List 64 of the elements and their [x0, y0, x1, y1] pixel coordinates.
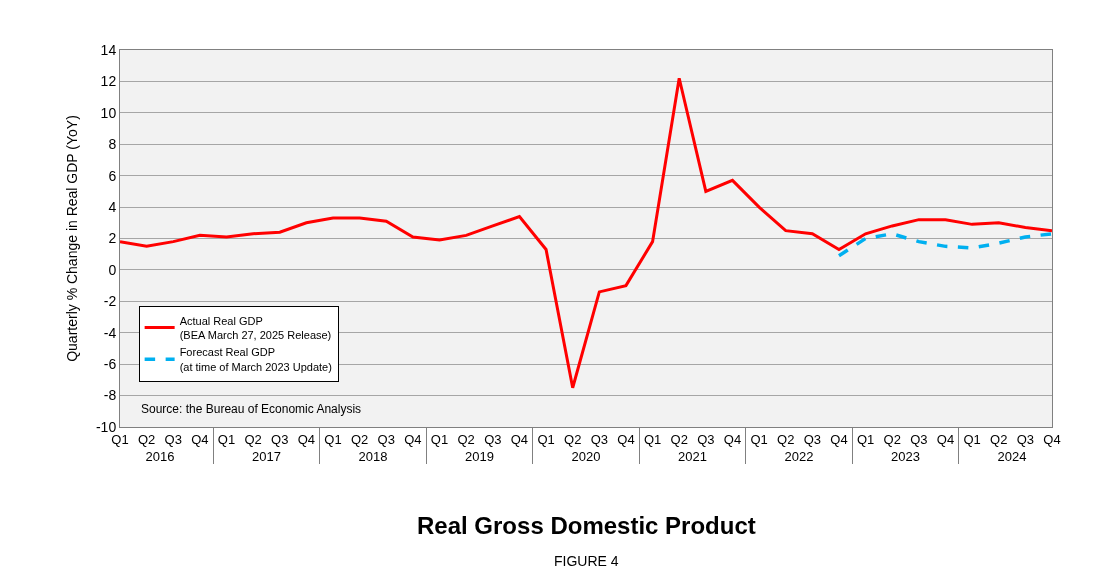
y-tick-label: 14 [100, 41, 117, 58]
x-tick-label: Q4 [191, 431, 209, 447]
line-series [120, 76, 1052, 390]
x-tick-label: Q2 [670, 431, 688, 447]
x-tick-label: Q1 [217, 431, 236, 447]
x-tick-label: Q2 [883, 431, 901, 447]
line-series [837, 232, 1052, 258]
text: Real Gross Domestic Product [417, 512, 756, 539]
legend-label: Forecast Real GDP (at time of March 2023 Update) [179, 346, 332, 373]
x-tick-label: Q2 [244, 431, 262, 447]
text: 2022 [784, 448, 814, 464]
y-tick-label: -8 [103, 387, 117, 404]
x-tick-label: Q4 [617, 431, 635, 447]
x-tick-label: Q3 [590, 431, 608, 447]
x-tick-label: Q4 [404, 431, 422, 447]
x-tick-label: Q1 [324, 431, 342, 447]
x-tick-label: Q2 [457, 431, 475, 447]
y-tick-label: 6 [108, 167, 117, 184]
x-tick-label: Q4 [510, 431, 529, 447]
x-tick-label: Q4 [830, 431, 848, 447]
x-tick-label: Q2 [564, 431, 582, 447]
x-tick-label: Q4 [1043, 431, 1061, 447]
x-tick-label: Q3 [484, 431, 502, 447]
x-tick-label: Q1 [750, 431, 768, 447]
x-tick-label: Q4 [723, 431, 742, 447]
x-tick-label: Q3 [377, 431, 395, 447]
y-tick-label: 10 [100, 104, 117, 121]
x-tick-label: Q3 [697, 431, 715, 447]
x-tick-label: Q3 [910, 431, 928, 447]
y-tick-label: -2 [103, 293, 117, 310]
x-tick-label: Q3 [1016, 431, 1035, 447]
legend-label: Actual Real GDP (BEA March 27, 2025 Release) [179, 314, 332, 341]
x-tick-label: Q2 [777, 431, 795, 447]
y-tick-label: 8 [108, 136, 117, 153]
text: 2016 [145, 448, 175, 464]
y-tick-label: 4 [108, 198, 117, 215]
text: 2023 [891, 448, 920, 464]
x-tick-label: Q2 [137, 431, 156, 447]
y-tick-label: -6 [103, 356, 117, 373]
y-tick-label: 2 [108, 230, 117, 247]
y-axis-title: Quarterly % Change in Real GDP (YoY) [63, 115, 80, 362]
text: 2019 [465, 448, 494, 464]
x-tick-label: Q1 [963, 431, 981, 447]
x-tick-label: Q3 [164, 431, 182, 447]
x-tick-label: Q2 [990, 431, 1008, 447]
text: FIGURE 4 [554, 553, 619, 569]
text: 2020 [571, 448, 601, 464]
x-tick-label: Q1 [856, 431, 875, 447]
y-tick-label: -4 [103, 324, 117, 341]
text: 2018 [358, 448, 388, 464]
x-tick-label: Q1 [643, 431, 662, 447]
text: 2021 [678, 448, 707, 464]
x-tick-label: Q1 [430, 431, 449, 447]
x-tick-label: Q2 [350, 431, 369, 447]
x-tick-label: Q3 [803, 431, 822, 447]
text: 2017 [252, 448, 281, 464]
text: 2024 [997, 448, 1027, 464]
x-tick-label: Q4 [297, 431, 316, 447]
x-tick-label: Q3 [271, 431, 289, 447]
x-tick-label: Q4 [936, 431, 955, 447]
y-tick-label: 12 [100, 73, 117, 90]
annotation: Source: the Bureau of Economic Analysis [141, 402, 362, 416]
x-tick-label: Q1 [537, 431, 555, 447]
y-tick-label: 0 [108, 261, 117, 278]
